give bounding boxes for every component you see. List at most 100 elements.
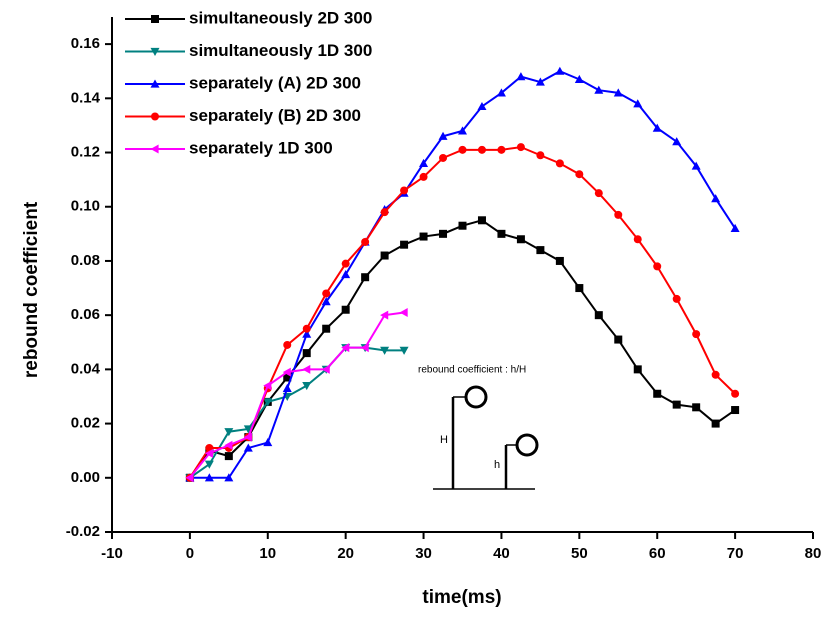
- inset-label-H: H: [440, 434, 448, 446]
- marker: [633, 365, 642, 374]
- marker: [302, 324, 311, 333]
- marker: [400, 240, 409, 249]
- marker: [594, 189, 603, 198]
- y-axis-label: rebound coefficient: [21, 201, 42, 378]
- inset-label-h: h: [494, 459, 500, 471]
- marker: [574, 74, 584, 83]
- marker: [360, 343, 369, 353]
- marker: [380, 251, 389, 260]
- marker: [496, 88, 506, 97]
- marker: [692, 330, 701, 339]
- series-line: [189, 219, 736, 479]
- marker: [439, 229, 448, 238]
- marker: [224, 440, 233, 450]
- marker: [633, 99, 643, 108]
- marker: [614, 335, 623, 344]
- marker: [341, 259, 350, 268]
- legend-label: separately (A) 2D 300: [189, 73, 361, 92]
- x-tick-label: 70: [727, 545, 744, 562]
- marker: [380, 310, 389, 320]
- x-axis-label: time(ms): [422, 587, 501, 608]
- y-tick-label: 0.04: [71, 360, 101, 377]
- marker: [263, 381, 272, 391]
- marker: [322, 324, 331, 333]
- marker: [419, 232, 428, 241]
- marker: [731, 389, 740, 398]
- marker: [321, 364, 330, 374]
- marker: [594, 85, 604, 94]
- inset-ball-big: [464, 385, 488, 409]
- marker: [243, 443, 253, 452]
- marker: [711, 370, 720, 379]
- marker: [341, 305, 350, 314]
- x-tick-label: 0: [186, 545, 194, 562]
- marker: [711, 194, 721, 203]
- marker: [516, 143, 525, 152]
- marker: [536, 151, 545, 160]
- marker: [439, 153, 448, 162]
- marker: [458, 145, 467, 154]
- x-tick-label: 30: [415, 545, 432, 562]
- marker: [380, 208, 389, 217]
- marker: [458, 221, 467, 230]
- marker: [419, 172, 428, 181]
- marker: [730, 223, 740, 233]
- x-tick-label: 50: [571, 545, 588, 562]
- marker: [361, 237, 370, 246]
- marker: [341, 343, 350, 353]
- marker: [400, 186, 409, 195]
- marker: [594, 311, 603, 320]
- marker: [614, 210, 623, 219]
- marker: [322, 289, 331, 298]
- marker: [653, 262, 662, 271]
- marker: [477, 101, 487, 111]
- marker: [399, 307, 408, 317]
- marker: [672, 400, 681, 409]
- marker: [302, 349, 311, 358]
- legend-marker: [150, 144, 159, 154]
- marker: [497, 229, 506, 238]
- marker: [672, 137, 682, 146]
- marker: [302, 364, 311, 374]
- y-tick-label: 0.12: [71, 143, 100, 160]
- marker: [497, 145, 506, 154]
- marker: [575, 170, 584, 179]
- marker: [419, 158, 429, 167]
- legend-label: separately 1D 300: [189, 138, 333, 157]
- marker: [263, 438, 273, 447]
- marker: [204, 473, 214, 482]
- x-tick-label: 20: [337, 545, 354, 562]
- marker: [380, 346, 390, 355]
- marker: [185, 473, 194, 483]
- marker: [555, 66, 565, 75]
- marker: [302, 382, 312, 391]
- y-tick-label: 0.02: [71, 415, 100, 432]
- marker: [555, 256, 564, 265]
- series-line: [189, 311, 405, 479]
- marker: [555, 159, 564, 168]
- marker: [516, 235, 525, 244]
- marker: [243, 432, 252, 442]
- marker: [302, 329, 312, 338]
- y-tick-label: -0.02: [66, 523, 100, 540]
- marker: [536, 246, 545, 255]
- y-tick-label: 0.00: [71, 469, 100, 486]
- inset-diagram: rebound coefficient : h/H H h: [418, 365, 539, 490]
- marker: [263, 398, 273, 407]
- series-line: [189, 146, 736, 479]
- marker: [224, 473, 234, 482]
- marker: [204, 448, 213, 458]
- y-tick-label: 0.16: [71, 35, 100, 52]
- marker: [575, 284, 584, 293]
- marker: [477, 145, 486, 154]
- legend-marker: [150, 47, 160, 56]
- legend-marker: [151, 112, 159, 121]
- legend-label: simultaneously 2D 300: [189, 8, 372, 27]
- marker: [731, 406, 740, 415]
- marker: [243, 425, 253, 434]
- marker: [224, 452, 233, 461]
- marker: [477, 216, 486, 225]
- marker: [692, 403, 701, 412]
- inset-formula: rebound coefficient : h/H: [418, 365, 526, 376]
